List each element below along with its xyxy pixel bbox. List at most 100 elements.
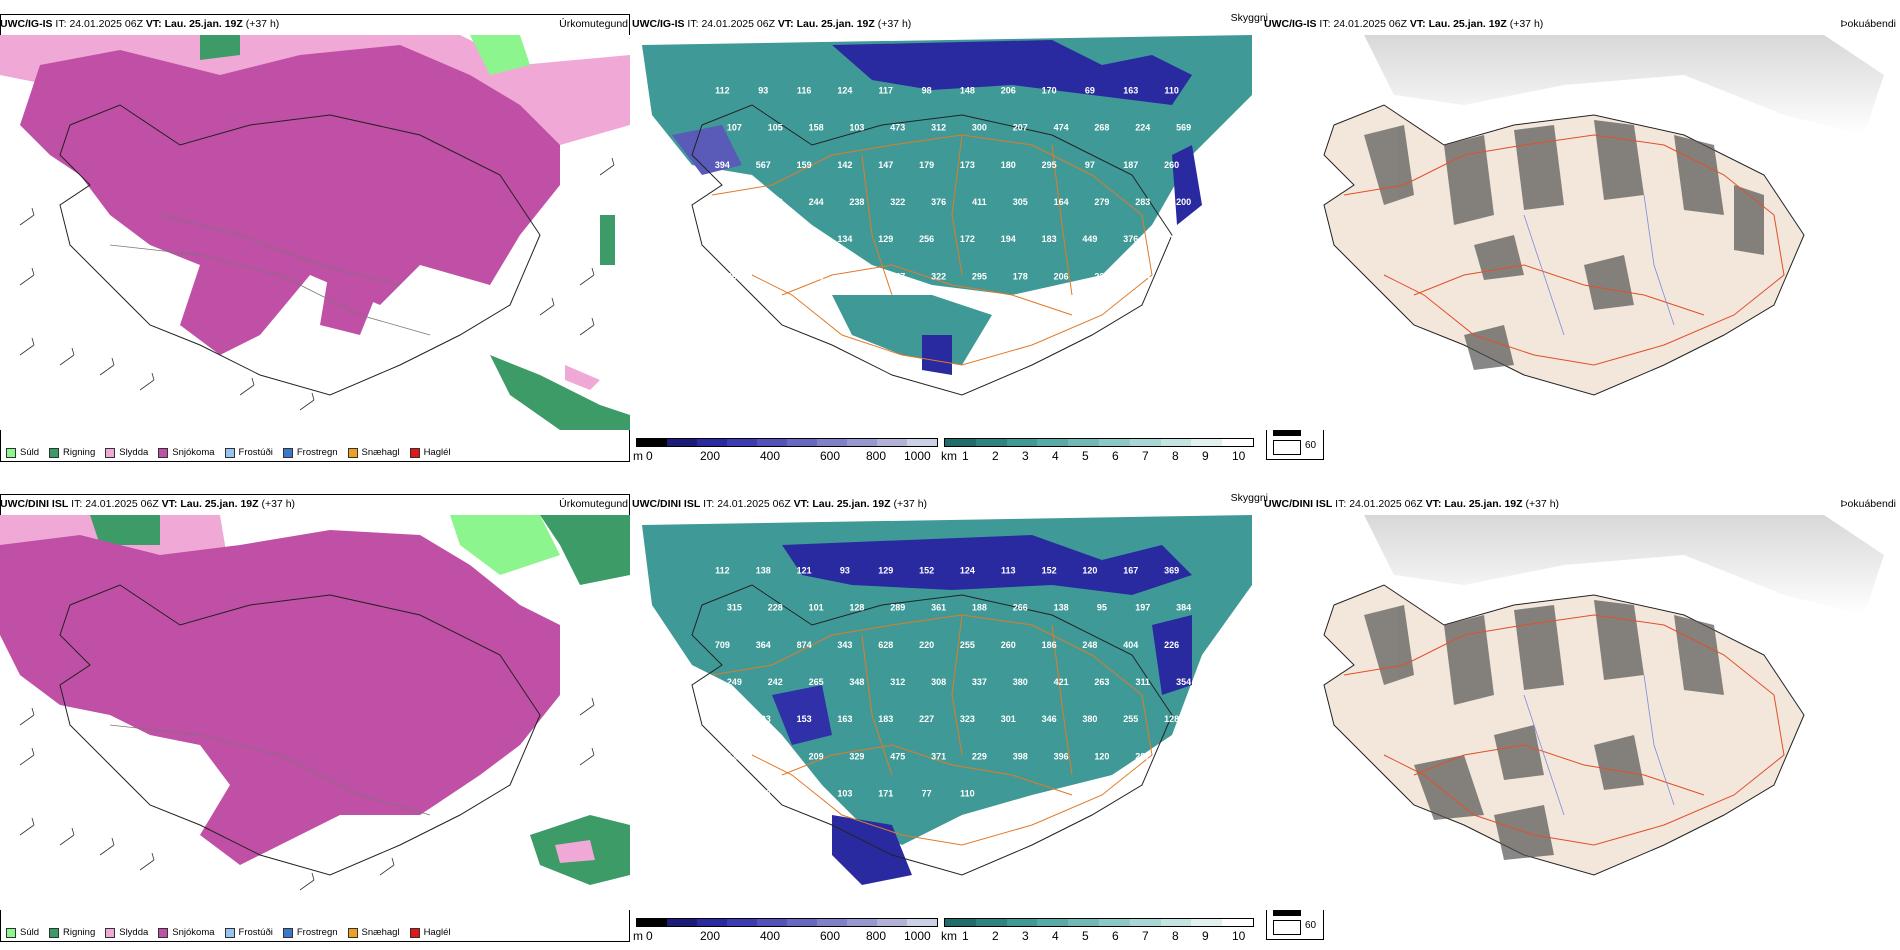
snow-area: [0, 530, 560, 865]
cloudbase-label: 361: [931, 603, 946, 613]
coastline: [59, 584, 541, 876]
model-name: UWC/IG-IS: [632, 18, 685, 30]
cloud-visibility-panel: UWC/IG-IS IT: 24.01.2025 06Z VT: Lau. 25…: [632, 0, 1268, 470]
legend-swatch: [6, 927, 16, 938]
legend-swatch: [6, 447, 16, 458]
precip-legend: Súld Rigning Slydda Snjókoma Frostúði Fr…: [6, 447, 451, 458]
panel-header: UWC/IG-IS IT: 24.01.2025 06Z VT: Lau. 25…: [632, 18, 911, 32]
panel-header: UWC/DINI ISL IT: 24.01.2025 06Z VT: Lau.…: [1264, 498, 1559, 512]
panel-header: UWC/IG-IS IT: 24.01.2025 06Z VT: Lau. 25…: [0, 18, 279, 32]
cloudbase-label: 260: [1164, 160, 1179, 170]
scale-unit: m: [633, 929, 643, 943]
cloudbase-label: 709: [715, 640, 730, 650]
it-value: 24.01.2025 06Z: [1349, 498, 1423, 510]
cloudbase-label: 159: [797, 160, 812, 170]
vt-value: Lau. 25.jan. 19Z: [1444, 498, 1523, 510]
cloudbase-label: 117: [879, 86, 894, 96]
cloudbase-label: 152: [1042, 566, 1057, 576]
cloudbase-label: 93: [840, 566, 850, 576]
cloudbase-label: 475: [890, 751, 905, 761]
low-cloudbase-area: [782, 535, 1192, 595]
cloudbase-label: 301: [1001, 714, 1016, 724]
cloudbase-label: 207: [1013, 123, 1028, 133]
cloudbase-label: 194: [1001, 234, 1016, 244]
legend-swatch: [282, 927, 293, 938]
scale-tick: 0: [646, 449, 653, 463]
cloudbase-label: 312: [768, 197, 783, 207]
scale-tick: 600: [820, 449, 841, 463]
vt-label: VT:: [161, 498, 178, 510]
cloudbase-label: 279: [1094, 197, 1109, 207]
coastline: [691, 584, 1173, 876]
cloudbase-label: 136: [768, 751, 783, 761]
cloudbase-labels: 112 93 116 124 117 98 148 206 170 69 163 110 107 105 1…: [715, 86, 1191, 319]
cloudbase-label: 218: [715, 234, 730, 244]
legend-item: Súld: [6, 927, 39, 938]
legend-item: Súld: [6, 447, 39, 458]
cloudbase-label: 384: [1176, 603, 1191, 613]
cloudbase-label: 97: [1085, 160, 1095, 170]
scale-tick: 5: [1082, 449, 1089, 463]
rivers: [1523, 674, 1675, 816]
cloudbase-label: 346: [1042, 714, 1057, 724]
cloudbase-label: 209: [809, 751, 824, 761]
cloudbase-label: 128: [849, 603, 864, 613]
cloudbase-label: 376: [1123, 234, 1138, 244]
cloudbase-label: 110: [1164, 86, 1179, 96]
panel-title: Úrkomutegund: [559, 18, 628, 30]
scale-tick: 6: [1112, 449, 1119, 463]
vt-value: Lau. 25.jan. 19Z: [796, 18, 875, 30]
precip-map: [0, 35, 630, 430]
scale-tick: 400: [760, 929, 781, 943]
scale-tick: 600: [820, 929, 841, 943]
scale-tick: 2: [992, 449, 999, 463]
cloudbase-label: 167: [1123, 566, 1138, 576]
cloudbase-label: 224: [1135, 123, 1150, 133]
cloudbase-label: 129: [727, 751, 742, 761]
scale-tick: 800: [866, 929, 887, 943]
lead-time: (+37 h): [877, 18, 912, 30]
scale-tick: 1: [962, 929, 969, 943]
lead-time: (+37 h): [245, 18, 280, 30]
cloudbase-label: 220: [919, 640, 934, 650]
cloudbase-label: 315: [727, 603, 742, 613]
cloudbase-label: 183: [1042, 234, 1057, 244]
cloudbase-label: 109: [797, 234, 812, 244]
cloudbase-label: 129: [878, 234, 893, 244]
cloudbase-label: 569: [1176, 123, 1191, 133]
cloudbase-label: 238: [849, 197, 864, 207]
scale-tick: 9: [1202, 449, 1209, 463]
cloudbase-label: 396: [1054, 751, 1069, 761]
rain-area: [490, 355, 630, 430]
rain-area: [90, 515, 160, 545]
cloudbase-label: 291: [727, 197, 742, 207]
vt-value: Lau. 25.jan. 19Z: [164, 18, 243, 30]
cloudbase-label: 206: [1001, 86, 1016, 96]
cloudbase-label: 187: [1123, 160, 1138, 170]
scale-unit: m: [633, 449, 643, 463]
it-value: 24.01.2025 06Z: [717, 498, 791, 510]
vt-value: Lau. 25.jan. 19Z: [1428, 18, 1507, 30]
cloudbase-label: 283: [1135, 197, 1150, 207]
cloudbase-label: 134: [837, 234, 852, 244]
scale-tick: 9: [1202, 929, 1209, 943]
cloudbase-label: 354: [1176, 677, 1191, 687]
wind-barbs: [19, 157, 615, 411]
it-value: 24.01.2025 06Z: [85, 498, 159, 510]
shade-white-label: 60: [1305, 440, 1317, 451]
scale-tick: 400: [760, 449, 781, 463]
legend-swatch: [105, 447, 116, 458]
model-name: UWC/DINI ISL: [0, 498, 69, 510]
legend-item: Frostregn: [282, 447, 338, 458]
cloudbase-label: 103: [849, 123, 864, 133]
fog-index-panel: UWC/IG-IS IT: 24.01.2025 06Z VT: Lau. 25…: [1264, 0, 1900, 470]
scale-tick: 1000: [904, 449, 931, 463]
panel-header: UWC/DINI ISL IT: 24.01.2025 06Z VT: Lau.…: [632, 498, 927, 512]
precip-type-panel: UWC/DINI ISL IT: 24.01.2025 06Z VT: Lau.…: [0, 480, 632, 950]
cloudbase-label: 103: [837, 788, 852, 798]
cloudbase-label: 193: [756, 714, 771, 724]
fog-offshore: [1364, 35, 1884, 135]
it-label: IT:: [55, 18, 67, 30]
panel-title: Skyggni: [1230, 492, 1268, 504]
cloudbase-label: 393: [727, 271, 742, 281]
